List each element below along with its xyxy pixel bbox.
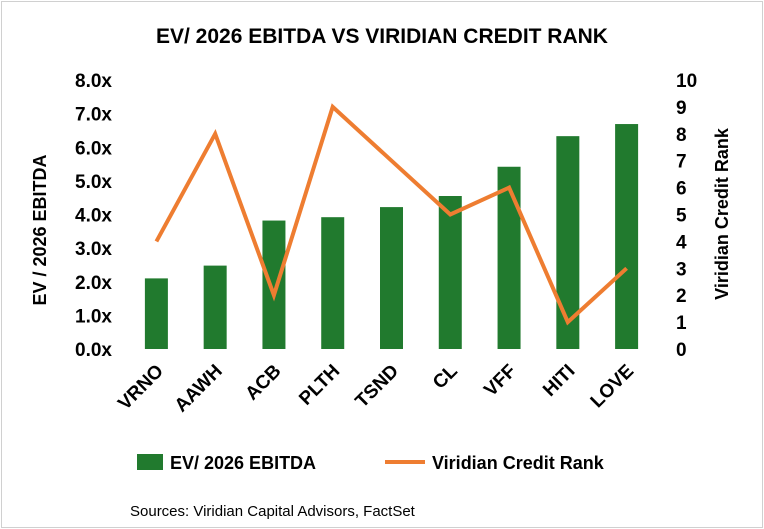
y-right-tick-label: 0 — [676, 340, 687, 361]
y-right-tick-label: 1 — [676, 313, 687, 334]
y-left-tick-label: 4.0x — [75, 206, 112, 227]
y-right-tick-label: 7 — [676, 152, 687, 173]
y-right-tick-label: 8 — [676, 125, 687, 146]
x-tick-label: VFF — [480, 361, 520, 401]
bar — [497, 166, 521, 349]
chart-title: EV/ 2026 EBITDA VS VIRIDIAN CREDIT RANK — [156, 25, 608, 48]
legend-label-bar: EV/ 2026 EBITDA — [170, 453, 316, 473]
series-line — [154, 103, 628, 326]
bar — [615, 124, 639, 349]
x-axis: VRNO AAWH ACB PLTH TSND CL VFF HITI LOVE — [114, 360, 638, 416]
x-tick-label: PLTH — [295, 361, 344, 410]
x-tick-label: TSND — [352, 361, 403, 412]
y-right-tick-label: 3 — [676, 259, 687, 280]
y-right-tick-label: 9 — [676, 98, 687, 119]
x-tick-label: ACB — [242, 361, 286, 405]
bar-series — [144, 124, 639, 349]
y-left-tick-label: 0.0x — [75, 340, 112, 361]
bar — [203, 265, 227, 349]
bar — [262, 220, 286, 349]
y-right-tick-label: 10 — [676, 71, 697, 92]
y-right-tick-label: 2 — [676, 286, 687, 307]
x-tick-label: HITI — [539, 361, 579, 401]
y-left-tick-label: 7.0x — [75, 105, 112, 126]
y-left-tick-label: 5.0x — [75, 172, 112, 193]
y-right-tick-label: 4 — [676, 232, 687, 253]
legend: EV/ 2026 EBITDA Viridian Credit Rank — [137, 453, 605, 473]
bar — [556, 136, 580, 349]
y-left-tick-label: 2.0x — [75, 273, 112, 294]
legend-label-line: Viridian Credit Rank — [432, 453, 605, 473]
y-left-tick-label: 8.0x — [75, 71, 112, 92]
bar — [321, 217, 345, 349]
bar — [380, 207, 403, 349]
y-axis-left-title: EV / 2026 EBITDA — [30, 154, 50, 305]
line-series — [154, 103, 628, 326]
x-tick-label: VRNO — [114, 361, 168, 415]
y-axis-left: 0.0x 1.0x 2.0x 3.0x 4.0x 5.0x 6.0x 7.0x 8.0x — [75, 71, 112, 361]
y-left-tick-label: 3.0x — [75, 239, 112, 260]
y-right-tick-label: 6 — [676, 179, 687, 200]
x-tick-label: CL — [429, 360, 462, 393]
bar — [438, 196, 462, 349]
y-axis-right-title: Viridian Credit Rank — [712, 127, 732, 300]
x-tick-label: LOVE — [587, 361, 638, 412]
x-tick-label: AAWH — [171, 361, 227, 417]
y-right-tick-label: 5 — [676, 206, 687, 227]
y-axis-right: 0 1 2 3 4 5 6 7 8 9 10 — [676, 71, 697, 361]
source-note: Sources: Viridian Capital Advisors, Fact… — [130, 503, 416, 520]
y-left-tick-label: 6.0x — [75, 138, 112, 159]
y-left-tick-label: 1.0x — [75, 306, 112, 327]
bar — [144, 278, 168, 349]
legend-swatch-bar — [137, 454, 163, 470]
